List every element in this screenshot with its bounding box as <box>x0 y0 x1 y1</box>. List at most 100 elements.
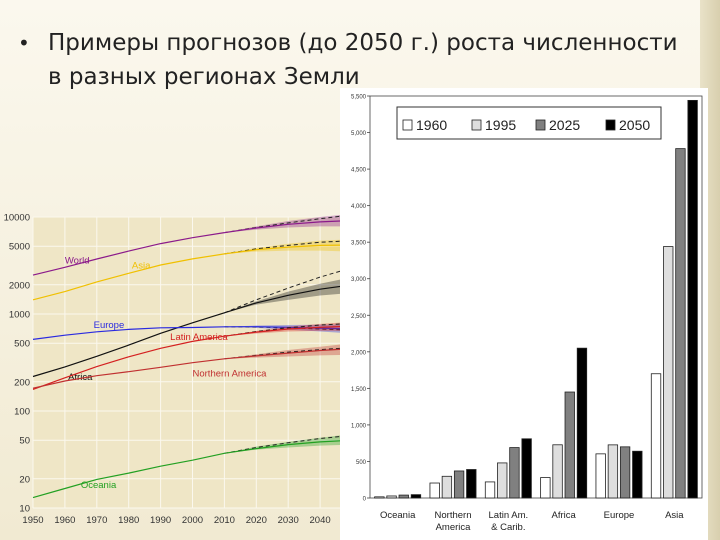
projection-line-asia <box>224 244 353 255</box>
series-label-northern-america: Northern America <box>193 369 268 380</box>
y-tick-label: 1,000 <box>351 423 367 429</box>
bar-africa-1960 <box>540 477 551 499</box>
y-tick-label: 500 <box>14 339 30 350</box>
legend-swatch-1995 <box>471 119 482 131</box>
x-category-label: Northern <box>435 510 472 521</box>
legend-label-2050: 2050 <box>619 117 650 133</box>
legend-label-1960: 1960 <box>416 117 447 133</box>
bar-europe-1960 <box>595 453 606 499</box>
x-category-label: Europe <box>604 510 635 521</box>
projection-band-northern-america <box>224 343 352 359</box>
y-tick-label: 4,500 <box>351 168 367 174</box>
x-tick-label: 2010 <box>214 515 235 526</box>
legend-swatch-1960 <box>402 119 413 131</box>
bar-latin-am-carib-1960 <box>484 481 496 499</box>
y-tick-label: 20 <box>19 474 30 485</box>
y-tick-label: 3,000 <box>351 277 367 283</box>
y-tick-label: 2,000 <box>351 350 367 356</box>
bar-africa-2050 <box>576 347 588 499</box>
series-label-europe: Europe <box>94 320 125 331</box>
legend-label-1995: 1995 <box>485 117 516 133</box>
series-label-world: World <box>65 255 90 266</box>
x-tick-label: 2040 <box>310 515 331 526</box>
bar-africa-1995 <box>552 444 563 499</box>
series-line-world <box>32 232 225 276</box>
legend-swatch-2050 <box>605 119 616 131</box>
y-tick-label: 500 <box>356 460 367 466</box>
projection-dashed-oceania <box>224 434 353 454</box>
series-label-africa: Africa <box>68 372 93 383</box>
legend-box <box>396 106 662 140</box>
y-tick-label: 50 <box>19 436 30 447</box>
x-category-label: Oceania <box>380 510 416 521</box>
y-tick-label: 200 <box>14 377 30 388</box>
bar-africa-2025 <box>564 391 575 499</box>
x-category-label: Asia <box>665 510 684 521</box>
x-tick-label: 1970 <box>86 515 107 526</box>
bar-asia-1995 <box>663 246 674 499</box>
population-bar-chart: 0 500 1,000 1,500 2,000 2,500 3,000 3,500 4,000 4… <box>340 88 708 540</box>
y-tick-label: 4,000 <box>351 204 367 210</box>
y-tick-label: 1000 <box>9 310 30 321</box>
bar-oceania-2025 <box>398 494 409 499</box>
population-line-chart: 1950 1960 1970 1980 1990 2000 2010 2020 2030 2040… <box>4 213 358 527</box>
bar-northern-america-2050 <box>466 469 477 499</box>
projection-line-africa <box>224 284 353 314</box>
bar-europe-1995 <box>607 444 619 499</box>
x-tick-label: 2030 <box>278 515 299 526</box>
bar-latin-am-carib-2050 <box>521 438 532 499</box>
x-category-label: Africa <box>552 510 577 521</box>
series-line-asia <box>32 253 225 301</box>
bar-europe-2025 <box>619 446 631 499</box>
plot-frame <box>369 95 703 499</box>
x-tick-label: 1980 <box>118 515 139 526</box>
y-tick-label: 100 <box>14 407 30 418</box>
slide-title: Примеры прогнозов (до 2050 г.) роста чис… <box>48 30 678 90</box>
x-tick-label: 1960 <box>54 515 75 526</box>
bar-oceania-1960 <box>374 496 385 499</box>
bar-asia-2050 <box>687 99 698 499</box>
x-tick-label: 1950 <box>22 515 43 526</box>
bullet-marker: • <box>18 31 30 55</box>
bar-oceania-1995 <box>386 495 397 499</box>
x-tick-label: 2000 <box>182 515 203 526</box>
series-label-oceania: Oceania <box>81 480 117 491</box>
x-category-label: Latin Am. <box>489 510 529 521</box>
projection-line-northern-america <box>224 348 353 360</box>
bar-asia-2025 <box>675 148 686 499</box>
y-tick-label: 5,000 <box>351 131 367 137</box>
x-category-label: & Carib. <box>491 522 525 533</box>
y-tick-label: 2,500 <box>351 314 367 320</box>
y-tick-label: 10000 <box>4 213 30 224</box>
bar-northern-america-1995 <box>441 475 453 499</box>
y-tick-label: 3,500 <box>351 241 367 247</box>
bar-latin-am-carib-2025 <box>509 447 520 499</box>
bar-oceania-2050 <box>410 494 422 499</box>
series-line-oceania <box>32 452 225 499</box>
y-tick-label: 10 <box>19 504 30 515</box>
legend-swatch-2025 <box>535 119 546 131</box>
series-line-europe <box>32 326 225 340</box>
projection-dashed-africa <box>224 267 353 314</box>
projection-line-latin-america <box>224 325 353 337</box>
y-tick-label: 0 <box>363 497 367 503</box>
y-tick-label: 2000 <box>9 280 30 291</box>
x-tick-label: 1990 <box>150 515 171 526</box>
legend-label-2025: 2025 <box>549 117 580 133</box>
series-line-latin-america <box>32 335 225 390</box>
series-line-africa <box>32 312 225 378</box>
series-label-asia: Asia <box>132 260 151 271</box>
x-category-label: America <box>436 522 472 533</box>
x-tick-label: 2020 <box>246 515 267 526</box>
series-label-latin-america: Latin America <box>170 332 228 343</box>
y-tick-label: 5,500 <box>351 95 367 101</box>
projection-line-world <box>224 219 353 234</box>
projection-line-oceania <box>224 439 353 454</box>
bar-latin-am-carib-1995 <box>497 462 508 499</box>
bar-europe-2050 <box>632 450 643 499</box>
bar-northern-america-2025 <box>453 470 465 499</box>
series-line-northern-america <box>32 358 225 389</box>
bar-asia-1960 <box>650 373 662 499</box>
slide-title-block: • Примеры прогнозов (до 2050 г.) роста ч… <box>18 26 698 94</box>
y-tick-label: 5000 <box>9 242 30 253</box>
